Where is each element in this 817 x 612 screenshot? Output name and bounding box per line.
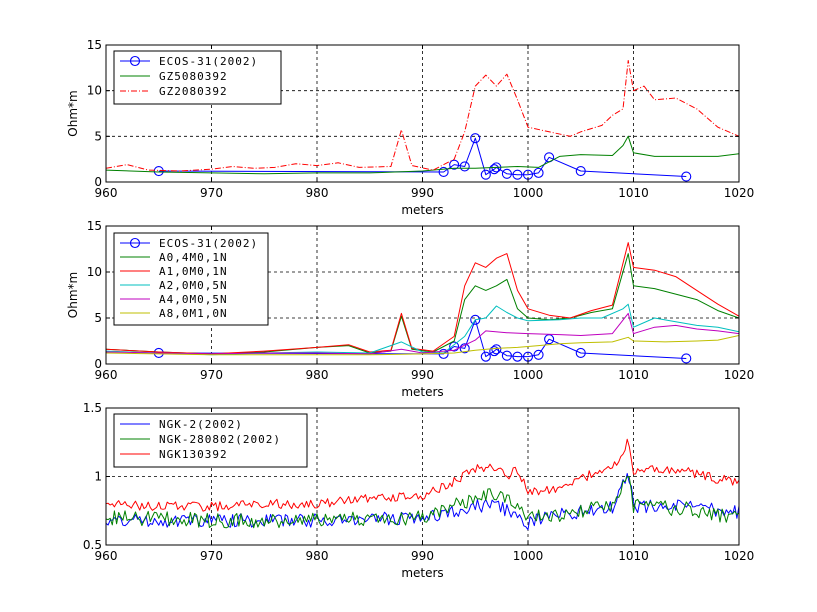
- legend-label: GZ5080392: [159, 70, 228, 83]
- data-point: [512, 169, 523, 180]
- data-point: [501, 350, 512, 361]
- x-axis-label: meters: [401, 566, 443, 580]
- series-line-1: [106, 473, 739, 531]
- series-line-3: [106, 438, 739, 512]
- x-axis-label: meters: [401, 385, 443, 399]
- data-point: [459, 161, 470, 172]
- legend-marker: [129, 237, 141, 249]
- legend-label: ECOS-31(2002): [159, 237, 258, 250]
- series-line-6: [106, 335, 739, 356]
- series-line-1: [158, 319, 687, 359]
- data-point: [489, 164, 500, 175]
- data-point: [470, 314, 481, 325]
- y-tick-label: 15: [87, 38, 102, 52]
- series-line-2: [106, 135, 739, 175]
- legend-label: NGK-280802(2002): [159, 433, 281, 446]
- legend-label: A1,0M0,1N: [159, 265, 228, 278]
- x-axis-label: meters: [401, 203, 443, 217]
- series-line-2: [106, 476, 739, 529]
- plot-area: [106, 242, 739, 364]
- legend: NGK-2(2002) NGK-280802(2002) NGK130392: [113, 413, 308, 468]
- x-tick-label: 1000: [513, 549, 544, 563]
- x-tick-label: 1010: [618, 186, 649, 200]
- legend-marker: [129, 55, 141, 67]
- x-tick-label: 980: [306, 549, 329, 563]
- y-tick-label: 5: [94, 129, 102, 143]
- legend-label: A2,0M0,5N: [159, 279, 228, 292]
- y-tick-label: 0.5: [83, 538, 102, 552]
- x-tick-label: 990: [411, 186, 434, 200]
- chart-panel-2: 960 970 980 990 1000 1010 1020 0 5 10 15 meters Ohm*…: [66, 219, 754, 399]
- data-point: [681, 171, 692, 182]
- data-point: [681, 353, 692, 364]
- legend: ECOS-31(2002)A0,4M0,1NA1,0M0,1NA2,0M0,5N…: [113, 232, 269, 326]
- legend-label: ECOS-31(2002): [159, 55, 258, 68]
- y-tick-label: 15: [87, 219, 102, 233]
- legend-frame: [113, 50, 282, 105]
- x-tick-label: 980: [306, 186, 329, 200]
- x-tick-label: 970: [200, 186, 223, 200]
- x-tick-label: 960: [95, 368, 118, 382]
- series-line-2: [106, 253, 739, 355]
- y-tick-label: 1: [94, 470, 102, 484]
- chart-panel-3: 960 970 980 990 1000 1010 1020 0.5 1 1.5 meters NGK…: [83, 401, 754, 580]
- legend-frame: [113, 232, 269, 326]
- data-point: [438, 166, 449, 178]
- data-point: [575, 347, 586, 359]
- data-point: [489, 346, 500, 357]
- x-tick-label: 980: [306, 368, 329, 382]
- series-line-4: [106, 303, 739, 356]
- x-tick-label: 970: [200, 368, 223, 382]
- x-tick-label: 960: [95, 186, 118, 200]
- data-point: [480, 351, 491, 362]
- data-point: [449, 159, 460, 170]
- data-point: [533, 167, 544, 178]
- y-tick-label: 5: [94, 311, 102, 325]
- y-tick-label: 10: [87, 84, 102, 98]
- series-line-5: [106, 312, 739, 355]
- data-point: [449, 341, 460, 352]
- chart-panel-1: 960 970 980 990 1000 1010 1020 0 5 10 15 meters Ohm*…: [66, 38, 754, 217]
- data-point: [501, 168, 512, 179]
- x-tick-label: 1020: [724, 549, 755, 563]
- data-point: [470, 133, 481, 144]
- x-tick-label: 1000: [513, 186, 544, 200]
- legend-label: NGK-2(2002): [159, 418, 243, 431]
- y-axis-label: Ohm*m: [66, 90, 80, 136]
- legend-label: NGK130392: [159, 448, 228, 461]
- x-tick-label: 1020: [724, 368, 755, 382]
- x-tick-label: 990: [411, 368, 434, 382]
- y-tick-label: 0: [94, 175, 102, 189]
- x-tick-label: 960: [95, 549, 118, 563]
- data-point: [512, 351, 523, 362]
- data-point: [533, 349, 544, 360]
- y-tick-label: 1.5: [83, 401, 102, 415]
- data-point: [480, 169, 491, 180]
- x-tick-label: 1010: [618, 549, 649, 563]
- data-point: [153, 165, 164, 177]
- x-tick-label: 1000: [513, 368, 544, 382]
- x-tick-label: 1020: [724, 186, 755, 200]
- y-tick-label: 0: [94, 357, 102, 371]
- plot-area: [106, 60, 739, 182]
- legend-label: A8,0M1,0N: [159, 307, 228, 320]
- data-point: [575, 165, 586, 177]
- legend-frame: [113, 413, 308, 468]
- series-line-3: [106, 242, 739, 355]
- legend-label: A0,4M0,1N: [159, 251, 228, 264]
- y-axis-label: Ohm*m: [66, 272, 80, 318]
- legend: ECOS-31(2002) GZ5080392 GZ2080392: [113, 50, 282, 105]
- data-point: [459, 343, 470, 354]
- x-tick-label: 1010: [618, 368, 649, 382]
- y-tick-label: 10: [87, 265, 102, 279]
- plot-area: [106, 438, 739, 531]
- x-tick-label: 970: [200, 549, 223, 563]
- x-tick-label: 990: [411, 549, 434, 563]
- legend-label: A4,0M0,5N: [159, 293, 228, 306]
- legend-label: GZ2080392: [159, 85, 228, 98]
